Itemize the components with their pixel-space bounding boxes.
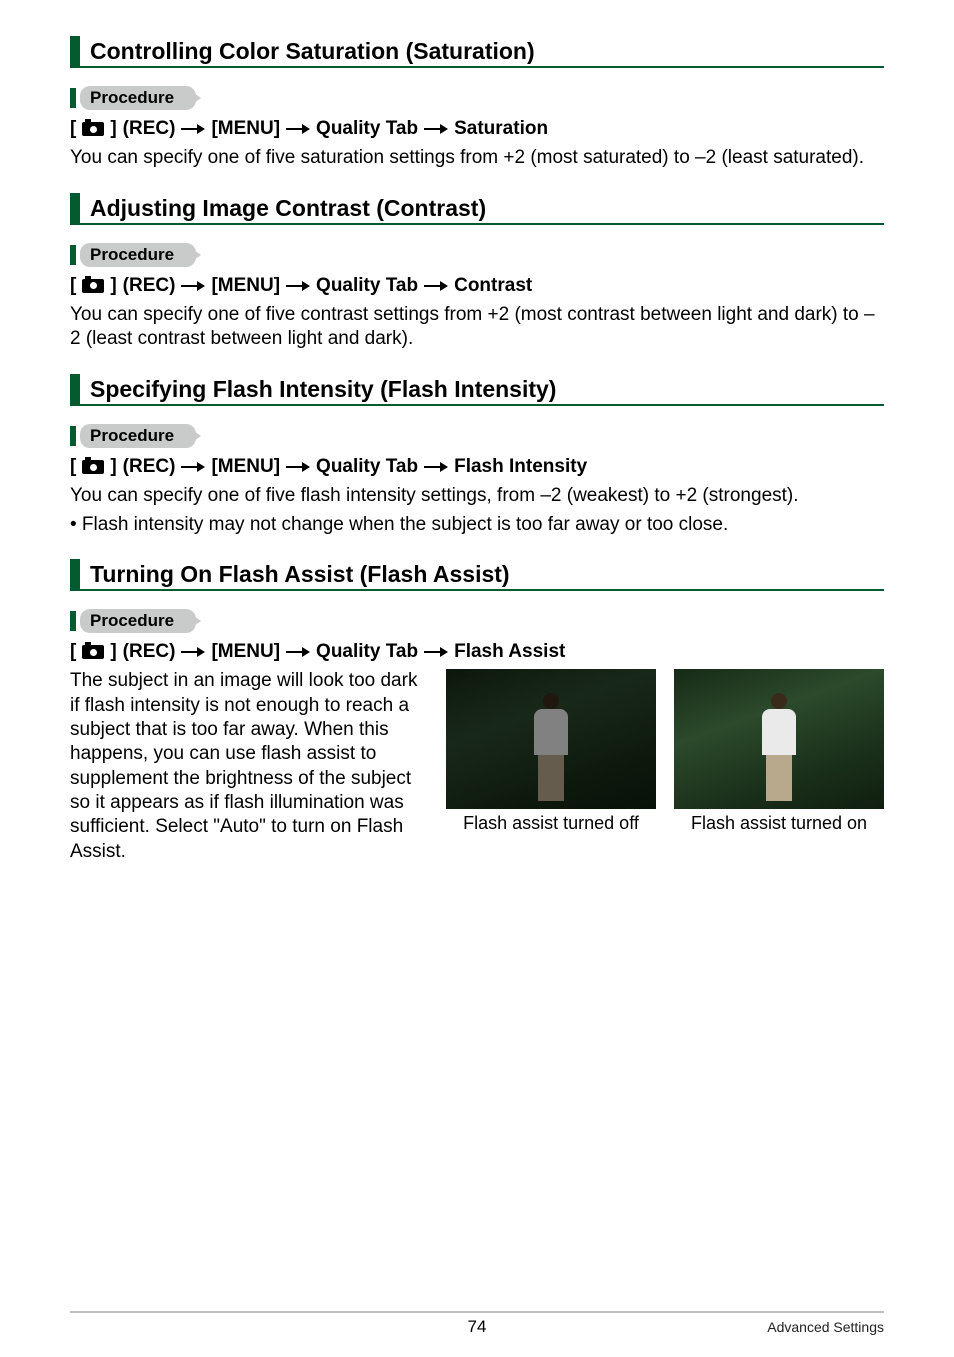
body-text-contrast: You can specify one of five contrast set…: [70, 303, 884, 352]
camera-icon: [82, 279, 104, 293]
heading-bar: [70, 559, 80, 589]
arrow-icon: [181, 646, 205, 658]
section-heading-flash-intensity: Specifying Flash Intensity (Flash Intens…: [70, 374, 884, 406]
path-line-contrast: [] (REC) [MENU] Quality Tab Contrast: [70, 275, 884, 297]
camera-icon: [82, 645, 104, 659]
path-line-flash-assist: [] (REC) [MENU] Quality Tab Flash Assist: [70, 641, 884, 663]
path-target: Flash Intensity: [454, 456, 587, 478]
page-footer: 74 Advanced Settings: [70, 1311, 884, 1335]
path-tab: Quality Tab: [316, 456, 418, 478]
figure-caption-on: Flash assist turned on: [691, 813, 867, 834]
path-menu: [MENU]: [211, 275, 280, 297]
path-menu: [MENU]: [211, 118, 280, 140]
procedure-label: Procedure: [70, 609, 884, 633]
section-heading-flash-assist: Turning On Flash Assist (Flash Assist): [70, 559, 884, 591]
path-target: Saturation: [454, 118, 548, 140]
proc-bar: [70, 426, 76, 446]
figure-flash-on: Flash assist turned on: [674, 669, 884, 834]
path-menu: [MENU]: [211, 641, 280, 663]
figure-row: Flash assist turned off Flash assist tur…: [446, 669, 884, 834]
body-text-saturation: You can specify one of five saturation s…: [70, 146, 884, 171]
page-number: 74: [468, 1317, 487, 1337]
bracket: [: [70, 456, 76, 478]
arrow-icon: [286, 123, 310, 135]
arrow-icon: [286, 461, 310, 473]
arrow-icon: [424, 646, 448, 658]
proc-chevron: [194, 431, 201, 441]
proc-bar: [70, 88, 76, 108]
bracket: ]: [110, 275, 116, 297]
heading-title: Turning On Flash Assist (Flash Assist): [90, 559, 510, 589]
bracket: ]: [110, 118, 116, 140]
camera-icon: [82, 460, 104, 474]
arrow-icon: [424, 461, 448, 473]
path-rec: (REC): [123, 275, 176, 297]
proc-chevron: [194, 93, 201, 103]
proc-chevron: [194, 616, 201, 626]
section-heading-saturation: Controlling Color Saturation (Saturation…: [70, 36, 884, 68]
heading-title: Adjusting Image Contrast (Contrast): [90, 193, 486, 223]
arrow-icon: [181, 280, 205, 292]
body-text-flash-intensity: You can specify one of five flash intens…: [70, 484, 884, 509]
figure-legs: [538, 755, 564, 801]
footer-label: Advanced Settings: [767, 1319, 884, 1335]
path-target: Contrast: [454, 275, 532, 297]
heading-bar: [70, 374, 80, 404]
heading-title: Controlling Color Saturation (Saturation…: [90, 36, 535, 66]
figure-legs: [766, 755, 792, 801]
arrow-icon: [286, 646, 310, 658]
arrow-icon: [181, 123, 205, 135]
bullet-flash-intensity: • Flash intensity may not change when th…: [70, 513, 884, 538]
path-rec: (REC): [123, 456, 176, 478]
proc-chip: Procedure: [80, 609, 196, 633]
path-line-flash-intensity: [] (REC) [MENU] Quality Tab Flash Intens…: [70, 456, 884, 478]
proc-chip: Procedure: [80, 86, 196, 110]
figure-image-on: [674, 669, 884, 809]
bracket: [: [70, 275, 76, 297]
proc-chip: Procedure: [80, 243, 196, 267]
arrow-icon: [424, 280, 448, 292]
figure-person: [762, 709, 796, 755]
flash-assist-columns: The subject in an image will look too da…: [70, 669, 884, 864]
path-rec: (REC): [123, 118, 176, 140]
camera-icon: [82, 122, 104, 136]
heading-bar: [70, 36, 80, 66]
figure-person: [534, 709, 568, 755]
path-line-saturation: [] (REC) [MENU] Quality Tab Saturation: [70, 118, 884, 140]
figure-flash-off: Flash assist turned off: [446, 669, 656, 834]
proc-chip: Procedure: [80, 424, 196, 448]
proc-bar: [70, 611, 76, 631]
section-heading-contrast: Adjusting Image Contrast (Contrast): [70, 193, 884, 225]
procedure-label: Procedure: [70, 424, 884, 448]
path-menu: [MENU]: [211, 456, 280, 478]
procedure-label: Procedure: [70, 86, 884, 110]
proc-chevron: [194, 250, 201, 260]
path-tab: Quality Tab: [316, 641, 418, 663]
bracket: [: [70, 641, 76, 663]
bracket: [: [70, 118, 76, 140]
path-tab: Quality Tab: [316, 118, 418, 140]
body-text-flash-assist: The subject in an image will look too da…: [70, 669, 428, 864]
procedure-label: Procedure: [70, 243, 884, 267]
arrow-icon: [181, 461, 205, 473]
proc-bar: [70, 245, 76, 265]
heading-bar: [70, 193, 80, 223]
heading-title: Specifying Flash Intensity (Flash Intens…: [90, 374, 556, 404]
arrow-icon: [424, 123, 448, 135]
path-rec: (REC): [123, 641, 176, 663]
figure-caption-off: Flash assist turned off: [463, 813, 639, 834]
arrow-icon: [286, 280, 310, 292]
figure-image-off: [446, 669, 656, 809]
bracket: ]: [110, 641, 116, 663]
path-tab: Quality Tab: [316, 275, 418, 297]
path-target: Flash Assist: [454, 641, 565, 663]
bracket: ]: [110, 456, 116, 478]
